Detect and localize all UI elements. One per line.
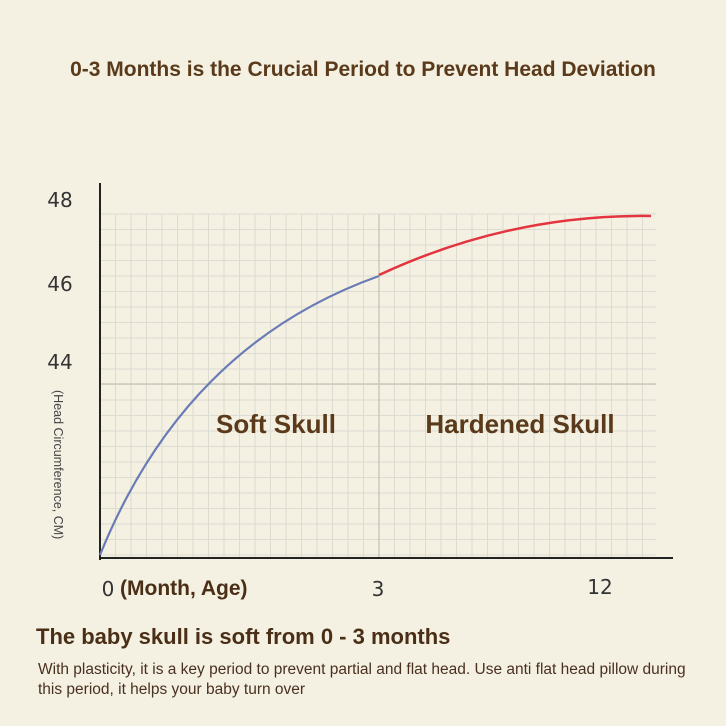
- x-tick-label-0: 0: [102, 577, 115, 601]
- head-circumference-chart: 48 46 44 (Head Circumference, CM) 0 3 12…: [47, 183, 673, 601]
- region-label-hardened-skull: Hardened Skull: [425, 409, 614, 439]
- x-tick-label-3: 3: [372, 577, 385, 601]
- region-label-soft-skull: Soft Skull: [216, 409, 336, 439]
- chart-grid: [100, 213, 656, 558]
- y-tick-label-46: 46: [47, 272, 72, 296]
- y-axis-label: (Head Circumference, CM): [51, 390, 65, 539]
- y-tick-label-48: 48: [47, 188, 72, 212]
- series-line-soft-skull: [98, 274, 380, 556]
- x-axis-label: (Month, Age): [120, 577, 248, 600]
- series-line-hardened-skull: [378, 214, 652, 277]
- chart-title: 0-3 Months is the Crucial Period to Prev…: [70, 58, 656, 81]
- footer-heading: The baby skull is soft from 0 - 3 months: [36, 624, 451, 649]
- y-tick-label-44: 44: [47, 350, 72, 374]
- footer-description: With plasticity, it is a key period to p…: [38, 661, 686, 698]
- x-tick-label-12: 12: [587, 575, 612, 599]
